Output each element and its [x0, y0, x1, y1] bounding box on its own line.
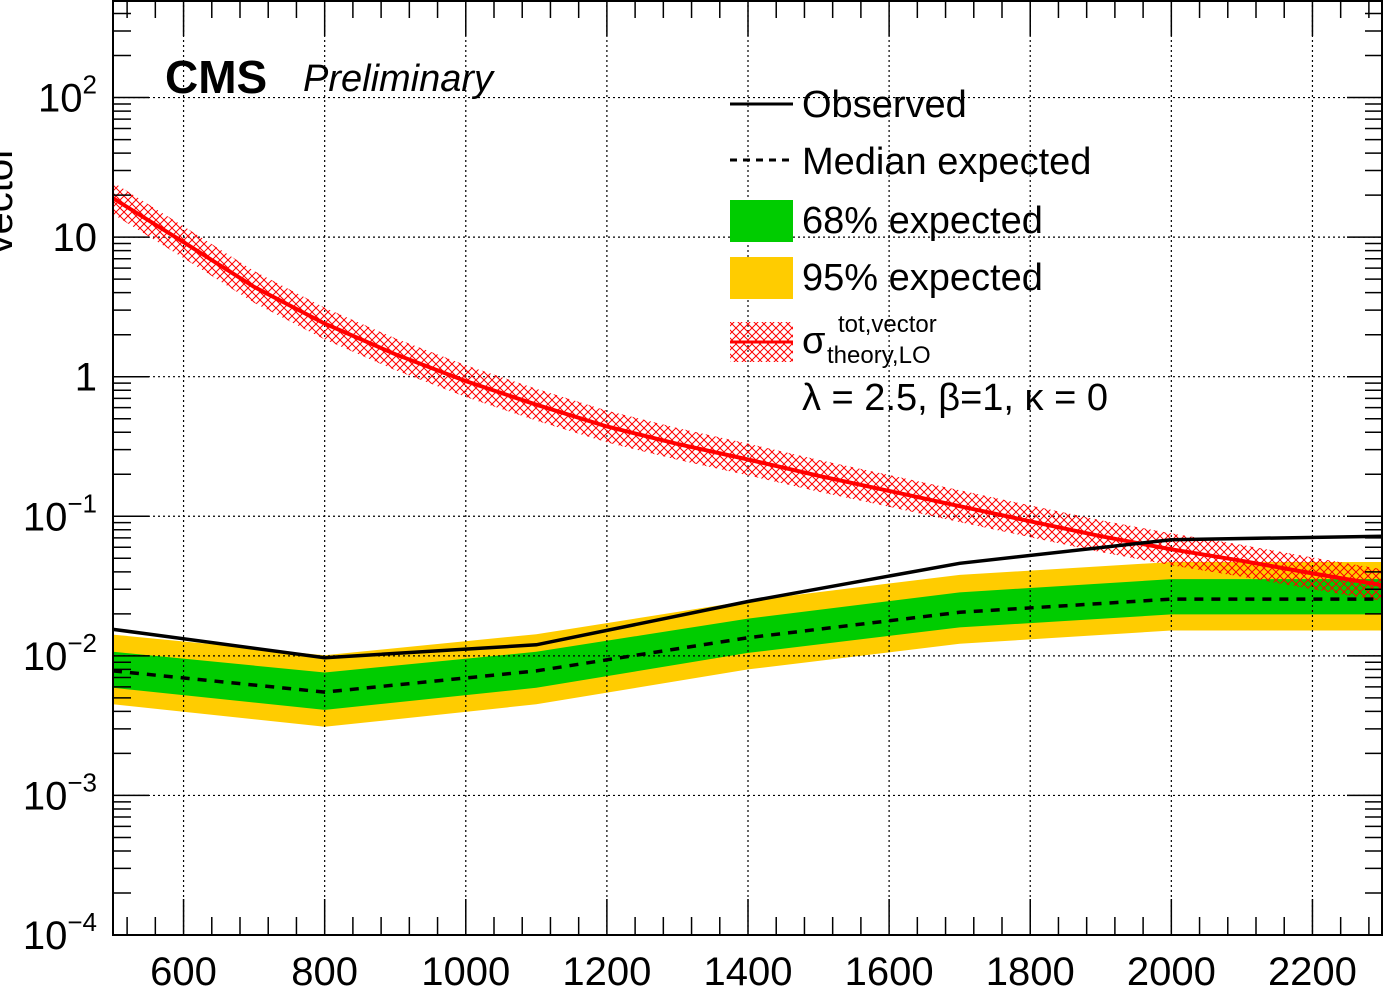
y-tick-label: 10 — [53, 216, 98, 260]
y-axis-title: vector — [0, 146, 21, 255]
legend-median-label: Median expected — [802, 141, 1091, 183]
y-tick-base: 1 — [75, 356, 97, 400]
theory-curve — [113, 196, 1383, 588]
y-tick-base: 10 — [23, 914, 68, 958]
y-tick-label: 10−2 — [23, 628, 97, 679]
preliminary-label: Preliminary — [303, 58, 495, 100]
legend-theory-label: σ tot,vector — [802, 311, 937, 362]
x-tick-label: 800 — [291, 950, 358, 994]
y-tick-base: 10 — [53, 216, 98, 260]
legend: Observed Median expected 68% expected 95… — [730, 84, 1108, 419]
legend-params: λ = 2.5, β=1, κ = 0 — [802, 377, 1108, 419]
x-tick-label: 2000 — [1127, 950, 1216, 994]
y-tick-base: 10 — [23, 774, 68, 818]
legend-theory-symbol: σ — [802, 320, 825, 362]
y-tick-exponent: −2 — [67, 628, 97, 658]
legend-observed-label: Observed — [802, 84, 967, 126]
y-tick-label: 10−4 — [23, 907, 97, 958]
x-tick-label: 1600 — [845, 950, 934, 994]
x-tick-label: 1400 — [704, 950, 793, 994]
y-tick-exponent: −1 — [67, 488, 97, 518]
legend-95-label: 95% expected — [802, 257, 1043, 299]
legend-68-label: 68% expected — [802, 200, 1043, 242]
y-tick-base: 10 — [23, 495, 68, 539]
x-tick-label: 1200 — [562, 950, 651, 994]
y-tick-exponent: −4 — [67, 907, 97, 937]
theory-uncertainty-band — [113, 182, 1383, 602]
x-tick-label: 600 — [150, 950, 217, 994]
band-68-expected — [113, 579, 1383, 710]
y-tick-label: 102 — [38, 70, 97, 121]
legend-theory-sup: tot,vector — [838, 311, 937, 338]
y-tick-base: 10 — [23, 635, 68, 679]
legend-68-swatch — [730, 200, 793, 242]
legend-theory-sub: theory,LO — [827, 342, 931, 369]
y-tick-exponent: −3 — [67, 767, 97, 797]
median-expected-line — [113, 597, 1383, 694]
legend-95-swatch — [730, 257, 793, 299]
cms-label: CMS — [165, 51, 267, 103]
x-tick-label: 1800 — [986, 950, 1075, 994]
x-tick-label: 2200 — [1268, 950, 1357, 994]
y-tick-exponent: 2 — [83, 70, 97, 100]
y-tick-base: 10 — [38, 77, 83, 121]
observed-line — [113, 534, 1383, 660]
x-tick-label: 1000 — [421, 950, 510, 994]
y-tick-label: 1 — [75, 356, 97, 400]
y-tick-label: 10−1 — [23, 488, 97, 539]
y-tick-label: 10−3 — [23, 767, 97, 818]
